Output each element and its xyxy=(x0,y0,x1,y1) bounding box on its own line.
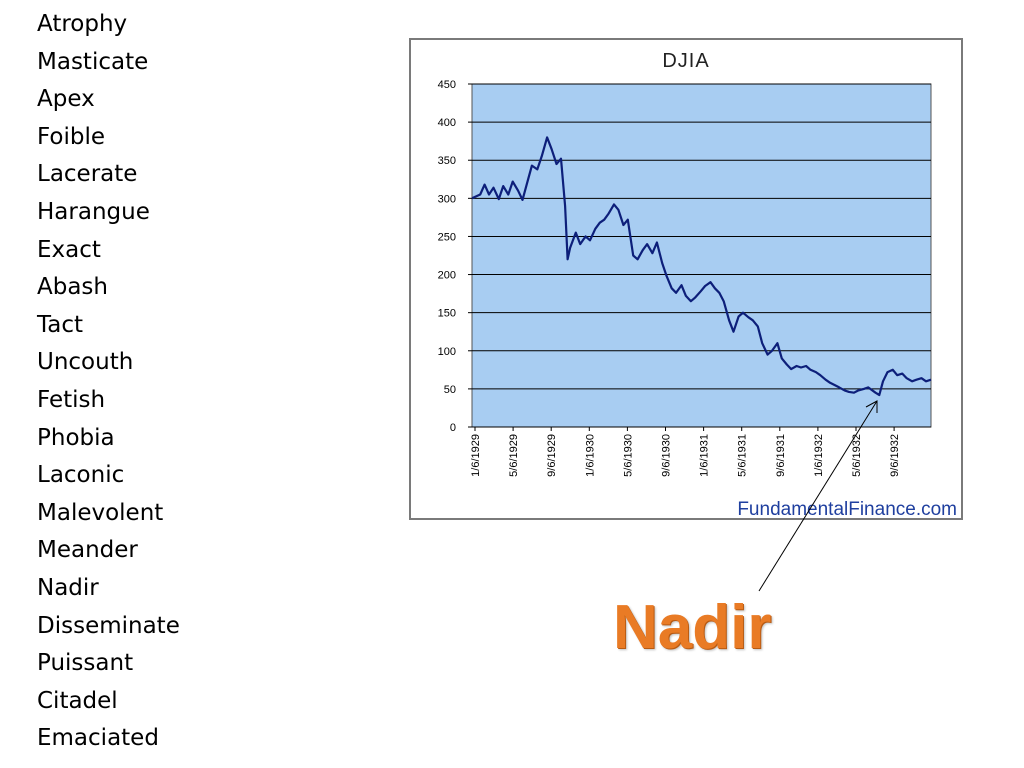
series-line-djia xyxy=(471,136,932,397)
word-item: Phobia xyxy=(37,424,115,451)
word-item: Tact xyxy=(37,311,83,338)
x-tick-label: 9/6/1929 xyxy=(546,434,558,477)
y-tick-label: 300 xyxy=(438,193,456,205)
word-item: Puissant xyxy=(37,650,134,677)
word-item: Exact xyxy=(37,236,101,263)
y-tick-label: 50 xyxy=(444,384,456,396)
y-tick-label: 0 xyxy=(450,422,456,434)
x-tick-label: 9/6/1932 xyxy=(889,434,901,477)
y-tick-label: 450 xyxy=(438,79,456,91)
x-tick-label: 5/6/1929 xyxy=(508,434,520,477)
word-item: Harangue xyxy=(37,198,150,225)
word-item: Meander xyxy=(37,537,138,564)
word-list: Atrophy Masticate Apex Foible Lacerate Harang… xyxy=(37,6,180,758)
nadir-callout-label: Nadir xyxy=(613,593,772,662)
word-item: Nadir xyxy=(37,574,99,601)
x-tick-label: 1/6/1931 xyxy=(699,434,711,477)
word-item: Disseminate xyxy=(37,612,180,639)
word-item: Malevolent xyxy=(37,499,164,526)
word-item: Emaciated xyxy=(37,725,159,752)
x-tick-label: 9/6/1930 xyxy=(661,434,673,477)
chart-frame: DJIA 0 50 100 150 200 250 300 350 400 450 1/6/1929 5… xyxy=(409,38,963,520)
x-tick-label: 1/6/1929 xyxy=(470,434,482,477)
word-item: Fetish xyxy=(37,386,106,413)
x-tick-label: 5/6/1932 xyxy=(851,434,863,477)
word-item: Lacerate xyxy=(37,161,138,188)
word-item: Citadel xyxy=(37,687,118,714)
word-item: Masticate xyxy=(37,48,149,75)
word-item: Uncouth xyxy=(37,349,134,376)
y-tick-label: 150 xyxy=(438,308,456,320)
chart-title: DJIA xyxy=(662,50,709,72)
plot-area xyxy=(471,83,932,428)
word-item: Laconic xyxy=(37,462,125,489)
word-item: Abash xyxy=(37,274,108,301)
word-item: Foible xyxy=(37,123,106,150)
chart-source: FundamentalFinance.com xyxy=(737,499,957,518)
x-tick-label: 9/6/1931 xyxy=(775,434,787,477)
y-tick-label: 100 xyxy=(438,346,456,358)
x-tick-label: 1/6/1932 xyxy=(813,434,825,477)
y-tick-label: 350 xyxy=(438,155,456,167)
y-tick-label: 250 xyxy=(438,231,456,243)
djia-chart: DJIA 0 50 100 150 200 250 300 350 400 450 1/6/1929 5… xyxy=(438,50,957,518)
x-tick-label: 1/6/1930 xyxy=(584,434,596,477)
word-item: Apex xyxy=(37,86,95,113)
y-tick-label: 200 xyxy=(438,270,456,282)
y-tick-label: 400 xyxy=(438,117,456,129)
x-tick-label: 5/6/1930 xyxy=(622,434,634,477)
word-item: Atrophy xyxy=(37,11,128,37)
x-tick-label: 5/6/1931 xyxy=(737,434,749,477)
